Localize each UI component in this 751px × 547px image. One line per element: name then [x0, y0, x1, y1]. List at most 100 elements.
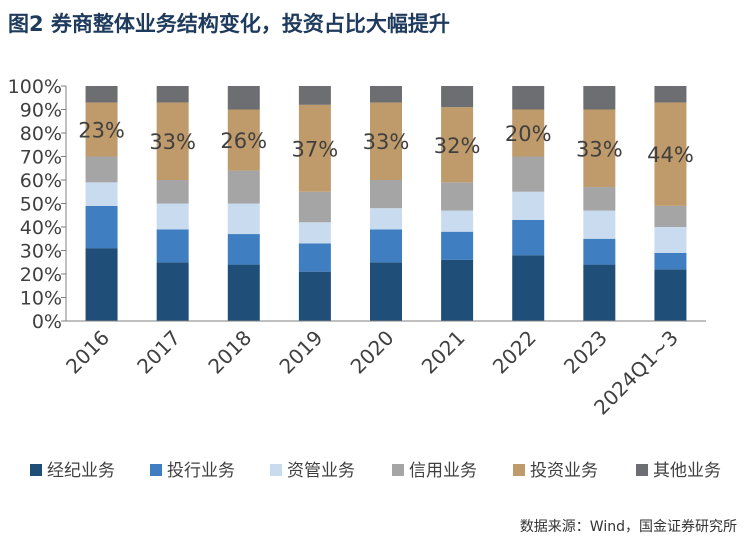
x-tick-label: 2022	[488, 326, 541, 379]
data-label: 32%	[434, 134, 481, 158]
data-label: 33%	[363, 130, 410, 154]
bar-segment	[298, 86, 331, 105]
bar-segment	[227, 203, 260, 235]
bar-segment	[298, 222, 331, 244]
bar-segment	[227, 170, 260, 204]
data-label: 26%	[220, 129, 267, 153]
bar-segment	[441, 210, 474, 232]
legend-swatch	[392, 464, 404, 476]
legend-swatch	[150, 464, 162, 476]
bar-segment	[298, 243, 331, 272]
bar-segment	[654, 269, 687, 321]
y-tick-label: 80%	[20, 123, 62, 145]
bar-segment	[654, 252, 687, 270]
x-tick-label: 2018	[203, 326, 256, 379]
bar-segment	[512, 219, 545, 256]
bar-segment	[227, 264, 260, 321]
bar-segment	[85, 102, 118, 157]
data-label: 33%	[576, 137, 623, 161]
bar-segment	[298, 104, 331, 192]
bar-segment	[583, 238, 616, 265]
data-label: 33%	[149, 130, 196, 154]
bar-segment	[512, 191, 545, 220]
x-tick-label: 2017	[132, 326, 185, 379]
bar-segment	[298, 271, 331, 321]
x-tick-label: 2020	[346, 326, 399, 379]
bar-segment	[654, 227, 687, 253]
bar-segment	[227, 86, 260, 110]
source-note: 数据来源：Wind，国金证券研究所	[519, 519, 737, 535]
bar-segment	[85, 156, 118, 183]
bar-segment	[654, 102, 687, 206]
bar-segment	[441, 259, 474, 321]
bar-segment	[298, 191, 331, 223]
chart-title: 图2 券商整体业务结构变化，投资占比大幅提升	[8, 12, 450, 36]
x-tick-label: 2019	[274, 326, 327, 379]
legend-label: 投行业务	[167, 461, 235, 481]
y-axis: 0%10%20%30%40%50%60%70%80%90%100%	[8, 76, 67, 333]
legend-swatch	[270, 464, 282, 476]
legend-label: 资管业务	[287, 461, 355, 481]
bar-segment	[583, 109, 616, 188]
y-tick-label: 100%	[8, 76, 62, 98]
bar-segment	[156, 262, 189, 321]
bar-segment	[85, 182, 118, 206]
bar-segment	[227, 109, 260, 171]
x-tick-label: 2023	[559, 326, 612, 379]
legend: 经纪业务 投行业务 资管业务 信用业务 投资业务 其他业务	[30, 461, 721, 481]
bar-segment	[441, 107, 474, 183]
bar-segment	[156, 203, 189, 230]
bar-segment	[441, 182, 474, 211]
bar-segment	[156, 180, 189, 204]
bar-segment	[512, 86, 545, 110]
bar-segment	[156, 86, 189, 103]
y-tick-label: 70%	[20, 147, 62, 169]
legend-swatch	[30, 464, 42, 476]
legend-label: 投资业务	[530, 461, 598, 481]
bar-segment	[156, 102, 189, 180]
legend-label: 其他业务	[653, 461, 721, 481]
bar-segment	[583, 187, 616, 211]
bar-segment	[512, 255, 545, 321]
bar-segment	[85, 205, 118, 249]
bar-segment	[370, 229, 402, 263]
y-tick-label: 0%	[32, 311, 62, 333]
bar-segment	[370, 208, 402, 230]
bar-segment	[583, 210, 616, 239]
y-tick-label: 50%	[20, 194, 62, 216]
x-tick-label: 2021	[417, 326, 470, 379]
y-tick-label: 30%	[20, 241, 62, 263]
legend-swatch	[513, 464, 525, 476]
bar-segment	[583, 264, 616, 321]
bar-segment	[583, 86, 616, 110]
y-tick-label: 10%	[20, 288, 62, 310]
bar-segment	[85, 86, 118, 103]
bar-segment	[85, 248, 118, 321]
bar-segment	[370, 102, 402, 180]
legend-swatch	[636, 464, 648, 476]
bar-segment	[370, 180, 402, 209]
y-tick-label: 60%	[20, 170, 62, 192]
data-label: 37%	[292, 137, 339, 161]
bar-segment	[512, 156, 545, 192]
data-label: 23%	[78, 118, 125, 142]
y-tick-label: 40%	[20, 217, 62, 239]
data-labels: 23% 33% 26% 37% 33% 32% 20% 33% 44%	[78, 118, 694, 167]
data-label: 44%	[647, 143, 694, 167]
bar-segment	[512, 109, 545, 157]
y-tick-label: 90%	[20, 100, 62, 122]
bar-segment	[441, 86, 474, 108]
bar-segment	[156, 229, 189, 263]
bar-area	[85, 86, 687, 321]
data-label: 20%	[505, 122, 552, 146]
bar-segment	[227, 234, 260, 265]
bar-segment	[654, 205, 687, 227]
bar-segment	[441, 231, 474, 260]
bar-segment	[370, 262, 402, 321]
legend-label: 经纪业务	[47, 461, 115, 481]
legend-label: 信用业务	[409, 461, 477, 481]
bar-segment	[370, 86, 402, 103]
x-tick-label: 2016	[61, 326, 114, 379]
